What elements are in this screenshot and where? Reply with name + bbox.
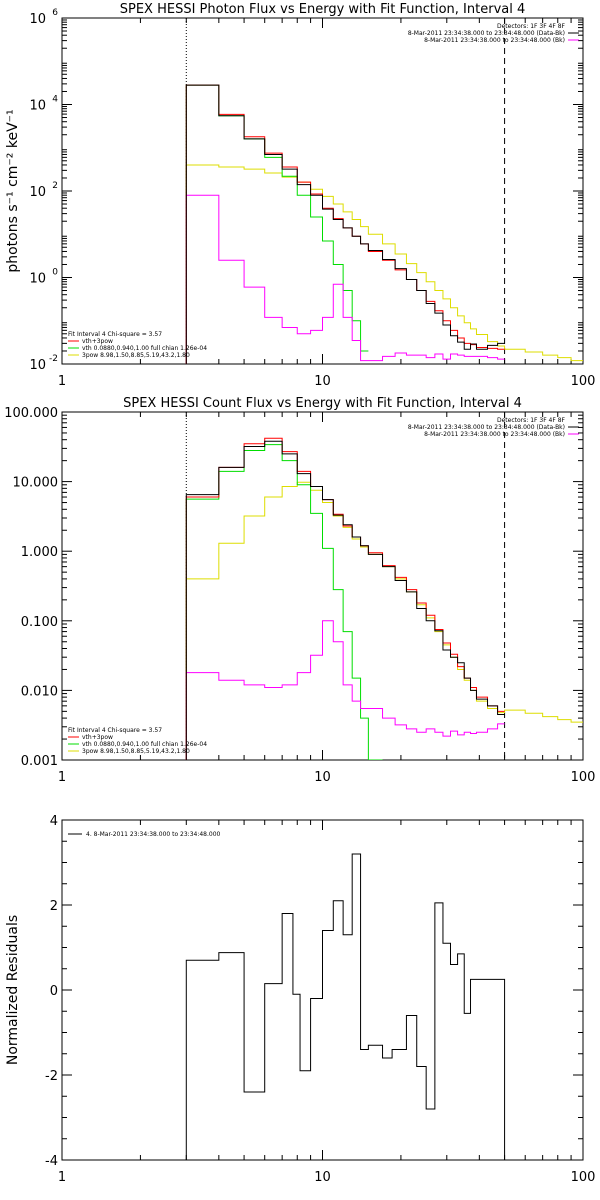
series-vth	[185, 84, 369, 364]
y-axis-label: photons s⁻¹ cm⁻² keV⁻¹	[5, 109, 21, 272]
series-bk	[185, 194, 505, 364]
series-data-bk	[185, 84, 505, 364]
y-tick-label: 0.001	[21, 754, 58, 769]
legend-bottom-left-text: vth 0.0880,0.940,1.00 full chian 1.26e-0…	[82, 345, 207, 352]
y-tick-base: 10	[29, 358, 46, 373]
x-tick-label: 1	[58, 770, 66, 785]
y-tick-exponent: 0	[52, 268, 58, 278]
y-tick-exponent: 2	[52, 181, 58, 191]
y-tick-exponent: 6	[52, 8, 58, 18]
legend-bottom-left-text: vth+3pow	[82, 734, 113, 741]
series-data-bk	[185, 440, 505, 760]
y-tick-label: 0	[50, 984, 58, 999]
chart-title: SPEX HESSI Count Flux vs Energy with Fit…	[123, 396, 522, 411]
y-tick-label: 10	[29, 185, 46, 200]
y-tick-label: 10	[29, 358, 46, 373]
legend-top-right-text: 8-Mar-2011 23:34:38.000 to 23:34:48.000 …	[424, 37, 565, 44]
y-tick-exponent: -2	[49, 354, 58, 364]
x-tick-label: 10	[314, 374, 331, 389]
y-tick-label: 0.010	[21, 684, 58, 699]
chart-panel-3: Normalized Residuals 1 10 100 -4 -2 0 2 4 4. 8-Ma…	[5, 814, 596, 1185]
series-vth-3pow	[185, 437, 505, 760]
series-group	[185, 84, 583, 364]
legend-top-left-text: 4. 8-Mar-2011 23:34:38.000 to 23:34:48.0…	[86, 831, 221, 838]
series-group	[185, 853, 506, 1160]
y-tick-base: 10	[29, 272, 46, 287]
legend-top-right-text: 8-Mar-2011 23:34:38.000 to 23:34:48.000 …	[408, 424, 565, 431]
x-tick-label: 100	[571, 1170, 596, 1185]
series-vth	[185, 444, 383, 760]
x-tick-label: 1	[58, 1170, 66, 1185]
y-tick-base: 10	[29, 12, 46, 27]
legend-bottom-left-text: Fit Interval 4 Chi-square = 3.57	[68, 331, 162, 338]
y-tick-label: -4	[45, 1154, 58, 1169]
y-tick-base: 10	[29, 99, 46, 114]
legend-top-right-text: 8-Mar-2011 23:34:38.000 to 23:34:48.000 …	[408, 30, 565, 37]
legend-bottom-left-text: vth 0.0880,0.940,1.00 full chian 1.26e-0…	[82, 741, 207, 748]
y-tick-label: 0.100	[21, 615, 58, 630]
y-tick-label: -2	[45, 1069, 58, 1084]
series-group	[185, 437, 583, 760]
series-vth-3pow	[185, 84, 505, 364]
chart-panel-2: SPEX HESSI Count Flux vs Energy with Fit…	[4, 396, 596, 785]
y-tick-label: 10	[29, 99, 46, 114]
legend-bottom-left-text: 3pow 8.98,1.50,8.85,5.19,43.2,1.80	[82, 748, 190, 755]
legend-top-right-text: Detectors: 1F 3F 4F 8F	[497, 23, 566, 30]
y-tick-label: 10.000	[13, 476, 59, 491]
y-tick-label: 1.000	[21, 545, 58, 560]
legend-bottom-left-text: 3pow 8.98,1.50,8.85,5.19,43.2,1.80	[82, 352, 190, 359]
y-tick-label: 100.000	[4, 406, 58, 421]
y-tick-label: 10	[29, 12, 46, 27]
legend-top-right-text: 8-Mar-2011 23:34:38.000 to 23:34:48.000 …	[424, 431, 565, 438]
x-tick-label: 100	[571, 374, 596, 389]
x-tick-label: 10	[314, 1170, 331, 1185]
x-tick-label: 1	[58, 374, 66, 389]
chart-panel-1: SPEX HESSI Photon Flux vs Energy with Fi…	[5, 2, 596, 389]
chart-title: SPEX HESSI Photon Flux vs Energy with Fi…	[120, 2, 526, 17]
series-3pow	[185, 164, 583, 364]
legend-bottom-left-text: Fit Interval 4 Chi-square = 3.57	[68, 727, 162, 734]
legend-bottom-left-text: vth+3pow	[82, 338, 113, 345]
series-bk	[185, 620, 505, 760]
y-tick-label: 2	[50, 899, 58, 914]
series-4-8-mar-2011-23-34-38-000-to-23-34-48-000	[185, 853, 506, 1160]
legend-top-right-text: Detectors: 1F 3F 4F 8F	[497, 417, 566, 424]
y-tick-base: 10	[29, 185, 46, 200]
series-3pow	[185, 481, 583, 760]
x-tick-label: 10	[314, 770, 331, 785]
y-axis-label: Normalized Residuals	[5, 915, 21, 1065]
y-tick-label: 4	[50, 814, 58, 829]
y-tick-exponent: 4	[52, 95, 58, 105]
x-tick-label: 100	[571, 770, 596, 785]
y-tick-label: 10	[29, 272, 46, 287]
